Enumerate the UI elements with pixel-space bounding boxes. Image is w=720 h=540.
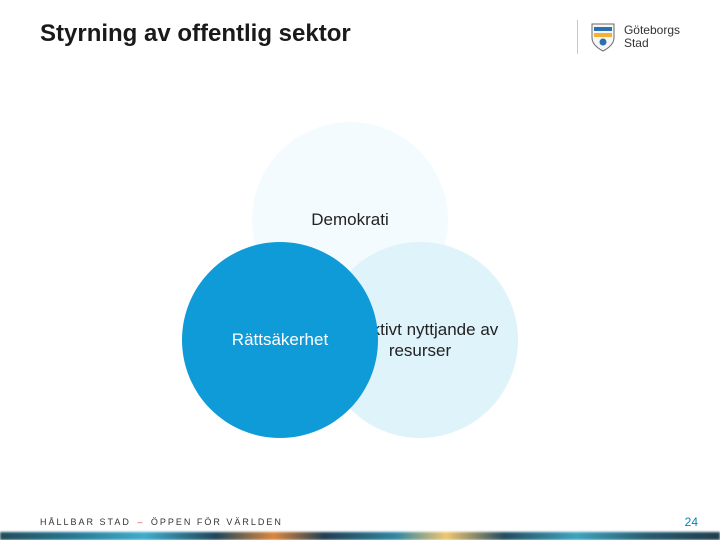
- page-title: Styrning av offentlig sektor: [40, 20, 351, 48]
- venn-circle-left: Rättsäkerhet: [182, 242, 378, 438]
- logo-line2: Stad: [624, 37, 680, 50]
- tagline-part-a: HÅLLBAR STAD: [40, 517, 131, 527]
- venn-label-left: Rättsäkerhet: [222, 329, 338, 350]
- tagline-dash: –: [135, 517, 146, 527]
- page-number: 24: [685, 515, 698, 529]
- header: Styrning av offentlig sektor Göteborgs S…: [40, 20, 680, 54]
- footer-tagline: HÅLLBAR STAD – ÖPPEN FÖR VÄRLDEN: [40, 517, 283, 527]
- venn-label-top: Demokrati: [301, 209, 398, 230]
- logo-text: Göteborgs Stad: [624, 24, 680, 50]
- slide: Styrning av offentlig sektor Göteborgs S…: [0, 0, 720, 540]
- shield-icon: [590, 22, 616, 52]
- venn-diagram: Demokrati Effektivt nyttjande av resurse…: [160, 120, 540, 460]
- logo: Göteborgs Stad: [577, 20, 680, 54]
- tagline-part-b: ÖPPEN FÖR VÄRLDEN: [151, 517, 283, 527]
- footer: HÅLLBAR STAD – ÖPPEN FÖR VÄRLDEN 24: [0, 512, 720, 540]
